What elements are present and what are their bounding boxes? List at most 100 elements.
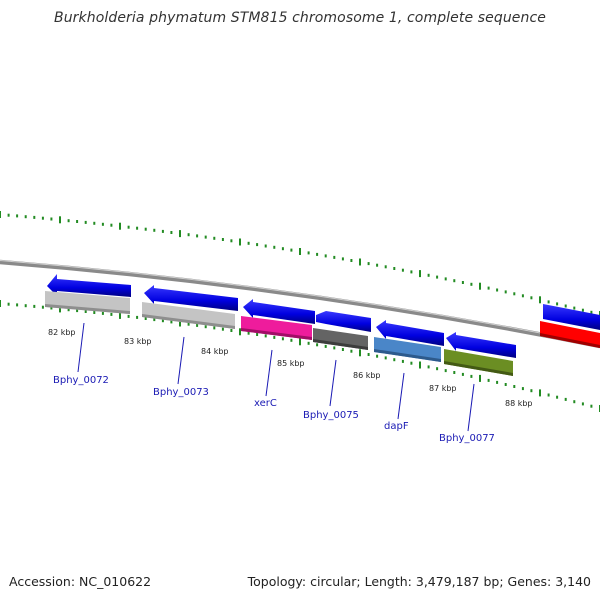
minor-tick <box>581 308 584 312</box>
minor-tick <box>504 290 507 294</box>
minor-tick <box>581 402 584 406</box>
gene-box[interactable] <box>313 328 368 350</box>
minor-tick <box>281 337 284 341</box>
major-tick <box>539 296 541 304</box>
major-tick <box>119 311 121 319</box>
minor-tick <box>281 247 284 251</box>
minor-tick <box>573 400 576 404</box>
minor-tick <box>436 367 439 371</box>
gene-label-bphy-0075[interactable]: Bphy_0075 <box>303 410 359 421</box>
gene-labels: Bphy_0072 Bphy_0073 xerC Bphy_0075 dapF … <box>53 375 495 444</box>
minor-tick <box>144 227 147 231</box>
minor-tick <box>41 216 44 220</box>
kbp-label: 83 kbp <box>124 337 152 346</box>
minor-tick <box>264 244 267 248</box>
minor-tick <box>24 304 27 308</box>
major-tick <box>419 361 421 369</box>
minor-tick <box>204 235 207 239</box>
major-tick <box>59 305 61 313</box>
minor-tick <box>16 303 19 307</box>
gene-leader-lines <box>77 322 475 432</box>
gene-label-bphy-0077[interactable]: Bphy_0077 <box>439 433 495 444</box>
minor-tick <box>93 311 96 314</box>
minor-tick <box>213 236 216 240</box>
gene-box-shadow <box>374 349 441 362</box>
minor-tick <box>24 215 27 219</box>
minor-tick <box>101 311 104 315</box>
minor-tick <box>170 231 173 234</box>
minor-tick <box>393 358 396 362</box>
minor-tick <box>376 263 379 267</box>
gene-box[interactable] <box>444 349 513 376</box>
gene-box[interactable] <box>374 337 441 362</box>
minor-tick <box>513 292 516 296</box>
arrow-left-icon[interactable] <box>316 311 371 332</box>
kbp-label: 85 kbp <box>277 359 305 368</box>
gene-label-dapf[interactable]: dapF <box>384 421 409 432</box>
minor-tick <box>127 225 130 229</box>
lower-tick-row <box>0 300 600 412</box>
accession-text: Accession: NC_010622 <box>9 574 152 589</box>
minor-tick <box>547 393 550 397</box>
minor-tick <box>144 317 147 320</box>
minor-tick <box>273 245 276 249</box>
major-tick <box>0 300 1 307</box>
minor-tick <box>204 325 207 329</box>
arrow-left-icon[interactable] <box>243 299 315 324</box>
minor-tick <box>196 234 199 238</box>
leader-line <box>397 372 405 420</box>
gene-box[interactable] <box>540 321 600 348</box>
minor-tick <box>221 327 224 331</box>
gene-label-xerc[interactable]: xerC <box>254 398 277 409</box>
minor-tick <box>16 214 19 218</box>
minor-tick <box>256 333 259 336</box>
minor-tick <box>341 257 344 261</box>
major-tick <box>479 282 481 290</box>
arrow-left-icon[interactable] <box>144 285 238 311</box>
arrow-left-icon[interactable] <box>446 332 516 358</box>
minor-tick <box>530 296 533 300</box>
kbp-scale: 82 kbp 83 kbp 84 kbp 85 kbp 86 kbp 87 kb… <box>48 328 533 408</box>
minor-tick <box>461 372 464 376</box>
arrow-left-icon[interactable] <box>376 320 444 346</box>
minor-tick <box>110 312 113 316</box>
minor-tick <box>444 369 447 373</box>
gene-label-bphy-0073[interactable]: Bphy_0073 <box>153 387 209 398</box>
minor-tick <box>504 383 507 386</box>
gene-label-bphy-0072[interactable]: Bphy_0072 <box>53 375 109 386</box>
minor-tick <box>487 378 490 382</box>
minor-tick <box>470 374 473 378</box>
minor-tick <box>590 310 593 314</box>
minor-tick <box>50 217 53 221</box>
kbp-label: 87 kbp <box>429 384 457 393</box>
arrow-left-icon[interactable] <box>47 274 131 297</box>
gene-boxes <box>45 291 600 376</box>
minor-tick <box>444 277 447 281</box>
minor-tick <box>230 329 233 332</box>
minor-tick <box>376 354 379 358</box>
gene-box[interactable] <box>241 316 312 340</box>
minor-tick <box>453 279 456 283</box>
minor-tick <box>427 273 430 277</box>
major-tick <box>179 319 181 327</box>
minor-tick <box>427 365 430 369</box>
gene-box-shadow <box>540 333 600 348</box>
minor-tick <box>187 233 190 237</box>
arrow-right-icon[interactable] <box>543 304 600 330</box>
minor-tick <box>333 255 336 259</box>
chromosome-backbone-highlight <box>0 260 600 345</box>
gene-box[interactable] <box>142 302 235 329</box>
minor-tick <box>401 359 404 363</box>
major-tick <box>299 338 301 346</box>
minor-tick <box>76 220 79 223</box>
major-tick <box>0 211 1 218</box>
minor-tick <box>487 286 490 290</box>
minor-tick <box>230 239 233 243</box>
gene-box-shadow <box>241 328 312 340</box>
minor-tick <box>496 288 499 292</box>
minor-tick <box>187 322 190 326</box>
minor-tick <box>530 389 533 393</box>
minor-tick <box>7 302 10 306</box>
minor-tick <box>470 282 473 286</box>
